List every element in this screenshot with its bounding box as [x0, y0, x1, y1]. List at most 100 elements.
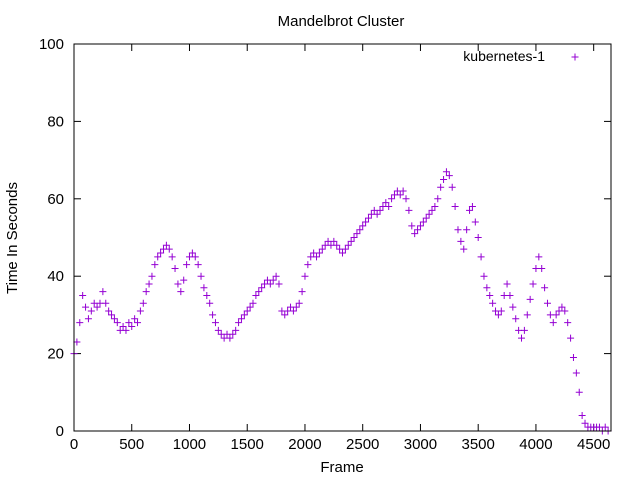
data-point [289, 307, 297, 315]
legend-label: kubernetes-1 [463, 48, 545, 64]
data-point [425, 210, 433, 218]
y-tick-label: 0 [56, 423, 64, 440]
data-point [538, 264, 546, 272]
y-tick-label: 100 [39, 36, 64, 53]
data-point [154, 253, 162, 261]
data-point [301, 272, 309, 280]
data-point [269, 276, 277, 284]
data-point [529, 280, 537, 288]
data-point [561, 307, 569, 315]
data-point [136, 307, 144, 315]
data-point [298, 288, 306, 296]
data-point [315, 249, 323, 257]
data-point [235, 319, 243, 327]
data-point [451, 203, 459, 211]
data-point [119, 323, 127, 331]
data-point [272, 272, 280, 280]
data-point [318, 245, 326, 253]
data-point [445, 172, 453, 180]
data-point [567, 334, 575, 342]
x-tick-label: 3000 [404, 436, 437, 453]
data-point [313, 253, 321, 261]
data-point [162, 241, 170, 249]
data-point [110, 315, 118, 323]
data-point [122, 326, 130, 334]
data-point [506, 292, 514, 300]
data-point [494, 311, 502, 319]
data-point [252, 292, 260, 300]
data-point [347, 237, 355, 245]
data-point [183, 261, 191, 269]
data-point [457, 237, 465, 245]
data-point [541, 284, 549, 292]
data-point [105, 307, 113, 315]
data-point [226, 334, 234, 342]
data-point [448, 183, 456, 191]
plot-frame [73, 43, 612, 432]
x-tick-label: 4000 [519, 436, 552, 453]
data-point [266, 280, 274, 288]
data-point [304, 261, 312, 269]
data-point [203, 292, 211, 300]
data-point [364, 214, 372, 222]
data-point [359, 222, 367, 230]
data-point [460, 245, 468, 253]
data-point [148, 272, 156, 280]
data-point [414, 226, 422, 234]
data-point [333, 241, 341, 249]
data-point [249, 299, 257, 307]
data-point [211, 319, 219, 327]
data-point [200, 284, 208, 292]
x-tick-label: 3500 [462, 436, 495, 453]
chart-title: Mandelbrot Cluster [278, 13, 405, 30]
data-point [197, 272, 205, 280]
x-tick-label: 1500 [231, 436, 264, 453]
data-point [509, 303, 517, 311]
data-point [578, 412, 586, 420]
data-point [125, 319, 133, 327]
data-point [275, 280, 283, 288]
data-point [171, 264, 179, 272]
x-tick-label: 2000 [288, 436, 321, 453]
data-point [385, 203, 393, 211]
data-point [350, 234, 358, 241]
data-point [402, 195, 410, 203]
axis-ticks: 0 500 1000 1500 2000 2500 3000 3500 4000 4500 0 20 4… [39, 36, 611, 453]
data-point [428, 206, 436, 214]
data-point [82, 303, 90, 311]
data-point [330, 237, 338, 245]
data-point [157, 249, 165, 257]
data-point [454, 226, 462, 234]
data-point [209, 311, 217, 319]
data-point [396, 191, 404, 199]
y-axis-label: Time In Seconds [4, 182, 21, 294]
data-point [339, 249, 346, 257]
data-point [206, 299, 214, 307]
data-point [581, 419, 589, 427]
data-point [255, 288, 263, 296]
data-point [177, 288, 185, 296]
data-point [281, 311, 289, 319]
data-point [113, 319, 121, 327]
data-point [128, 323, 136, 331]
data-point [552, 311, 560, 319]
data-point [373, 210, 381, 218]
y-tick-label: 40 [47, 268, 64, 285]
data-point [558, 303, 566, 311]
data-point [246, 303, 254, 311]
data-point [188, 249, 196, 257]
data-point [512, 315, 520, 323]
data-point [376, 206, 384, 214]
data-point [437, 183, 445, 191]
data-point [362, 218, 370, 226]
data-point [489, 299, 497, 307]
data-point [292, 303, 300, 311]
legend-plus-marker [571, 53, 579, 61]
data-point [440, 175, 448, 183]
data-point [518, 334, 525, 342]
data-point [134, 319, 142, 327]
x-tick-label: 2500 [346, 436, 379, 453]
data-point [408, 222, 416, 230]
data-point [240, 311, 248, 319]
data-point [145, 280, 153, 288]
